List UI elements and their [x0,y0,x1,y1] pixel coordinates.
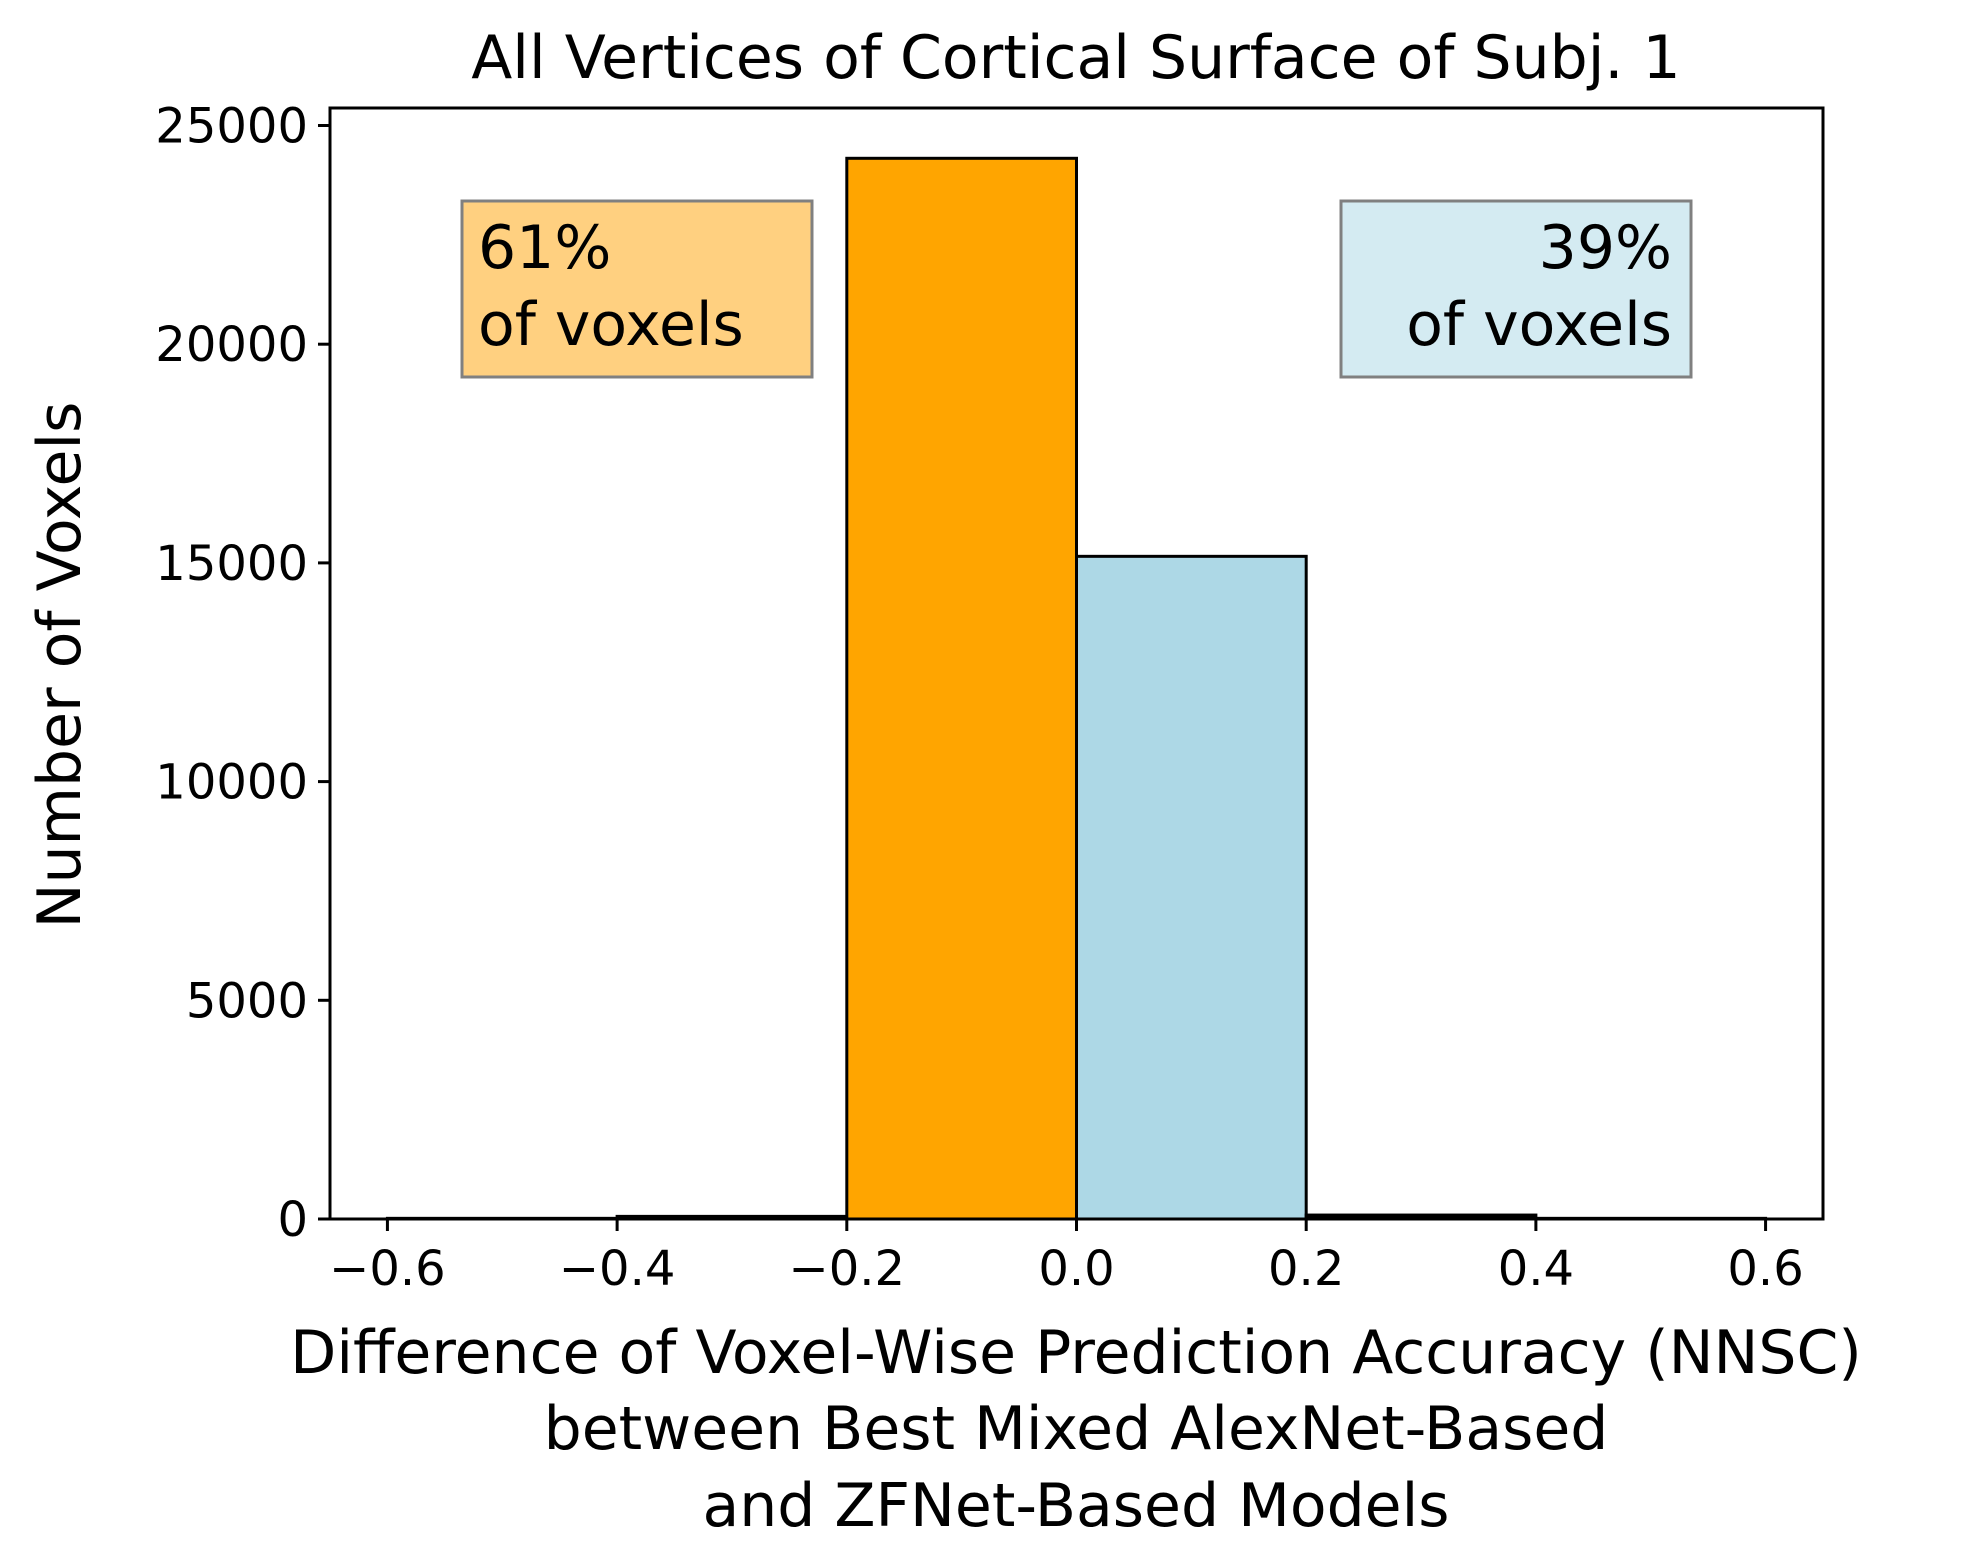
y-tick-label: 0 [277,1192,308,1248]
annotation-text-1-line-1: of voxels [1406,290,1672,360]
annotation-box-0 [460,199,814,379]
y-axis-label: Number of Voxels [25,402,95,929]
x-tick-label: 0.4 [1498,1241,1574,1297]
x-axis-label-line-1: Difference of Voxel-Wise Prediction Accu… [290,1318,1862,1388]
annotation-text-0-line-0: 61% [478,213,611,283]
x-tick-label: 0.2 [1268,1241,1344,1297]
x-axis-label-line-2: between Best Mixed AlexNet-Based [544,1394,1609,1464]
y-tick-label: 15000 [155,536,308,592]
annotation-text-0-line-1: of voxels [478,290,744,360]
y-tick-label: 10000 [155,755,308,811]
x-axis-label-line-3: and ZFNet-Based Models [702,1471,1449,1541]
x-tick-label: −0.4 [559,1241,676,1297]
histogram-bar-2 [845,156,1078,1221]
x-tick-label: 0.0 [1038,1241,1114,1297]
y-tick-label: 5000 [186,973,308,1029]
x-tick-label: −0.2 [789,1241,906,1297]
chart-title: All Vertices of Cortical Surface of Subj… [471,23,1680,93]
y-tick-label: 25000 [155,98,308,154]
x-tick-label: 0.6 [1727,1241,1803,1297]
annotation-box-1 [1339,199,1693,379]
histogram-bar-3 [1075,554,1308,1221]
annotation-text-1-line-0: 39% [1539,213,1672,283]
y-tick-label: 20000 [155,317,308,373]
x-tick-label: −0.6 [329,1241,446,1297]
